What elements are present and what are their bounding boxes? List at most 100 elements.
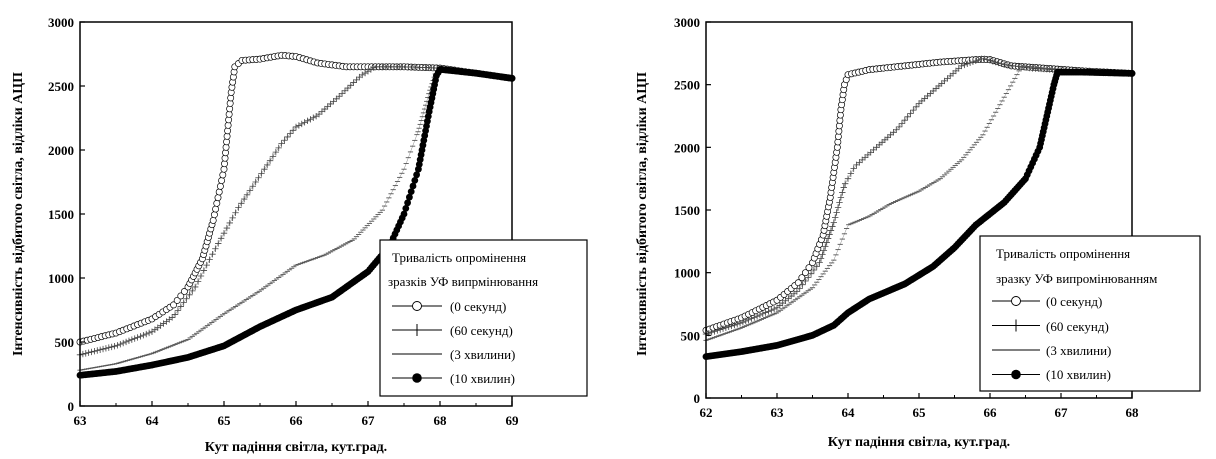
data-point xyxy=(413,171,420,179)
data-point xyxy=(893,126,900,133)
data-point xyxy=(174,307,182,314)
data-point xyxy=(238,200,245,207)
data-point xyxy=(338,90,346,97)
data-point xyxy=(822,243,829,250)
data-point xyxy=(734,320,741,328)
x-tick-label: 69 xyxy=(506,413,520,428)
data-point xyxy=(759,310,766,317)
x-tick-label: 68 xyxy=(1126,405,1140,420)
data-point xyxy=(898,120,906,127)
data-point xyxy=(756,311,764,319)
data-point xyxy=(829,223,836,230)
data-point xyxy=(108,343,115,351)
data-point xyxy=(220,230,228,237)
data-point xyxy=(284,133,291,141)
data-point xyxy=(223,224,231,232)
data-point xyxy=(102,345,110,352)
y-tick-label: 0 xyxy=(694,391,701,406)
data-point xyxy=(194,278,202,285)
data-point xyxy=(200,267,208,274)
data-point xyxy=(407,188,415,196)
data-point xyxy=(850,165,857,172)
data-point xyxy=(145,329,153,337)
data-point xyxy=(834,204,842,211)
data-point xyxy=(307,116,314,123)
x-tick-label: 66 xyxy=(290,413,304,428)
y-tick-label: 3000 xyxy=(674,15,700,30)
data-point xyxy=(125,337,133,344)
data-point xyxy=(805,274,812,281)
data-point xyxy=(350,79,357,86)
y-tick-label: 1000 xyxy=(674,266,700,281)
data-point xyxy=(910,106,917,114)
data-point xyxy=(810,266,818,274)
data-point xyxy=(216,182,224,190)
data-point xyxy=(117,340,124,348)
x-tick-label: 64 xyxy=(842,405,856,420)
data-point xyxy=(832,214,839,221)
data-point xyxy=(212,205,220,213)
data-point xyxy=(168,314,176,321)
data-point xyxy=(402,205,410,212)
data-point xyxy=(966,59,974,67)
data-point xyxy=(830,219,837,226)
data-point xyxy=(213,199,221,207)
data-point xyxy=(708,329,715,336)
data-point xyxy=(301,119,308,126)
legend-marker xyxy=(412,373,422,383)
data-point xyxy=(725,323,732,331)
series-filled-circle xyxy=(702,68,1136,361)
data-point xyxy=(739,318,747,326)
data-point xyxy=(261,166,268,173)
data-point xyxy=(131,335,138,342)
data-point xyxy=(114,342,121,349)
y-tick-label: 0 xyxy=(68,399,75,414)
right-legend-entry-0s: (0 секунд) xyxy=(1046,294,1102,309)
data-point xyxy=(336,93,343,100)
data-point xyxy=(137,333,144,340)
data-point xyxy=(748,315,755,322)
data-point xyxy=(218,177,226,185)
data-point xyxy=(122,338,130,346)
data-point xyxy=(219,171,227,179)
y-tick-label: 500 xyxy=(55,335,75,350)
data-point xyxy=(214,194,222,202)
data-point xyxy=(765,308,772,315)
data-point xyxy=(798,274,806,282)
data-point xyxy=(411,177,419,184)
left-x-axis-title: Кут падіння світла, кут.град. xyxy=(205,440,387,455)
data-point xyxy=(177,303,184,310)
data-point xyxy=(292,123,300,131)
right-legend-box xyxy=(979,235,1201,392)
data-point xyxy=(143,330,150,338)
data-point xyxy=(801,269,809,277)
data-point xyxy=(266,157,274,164)
legend-key-open-circle xyxy=(392,301,442,311)
data-point xyxy=(901,116,908,124)
y-tick-label: 2500 xyxy=(674,78,700,93)
data-point xyxy=(986,57,994,64)
data-point xyxy=(173,296,181,304)
data-point xyxy=(799,281,806,288)
left-plot-marks xyxy=(76,51,516,379)
right-legend: Тривалість опромінення зразку УФ випромі… xyxy=(979,235,1201,392)
data-point xyxy=(324,103,331,110)
data-point xyxy=(751,314,758,321)
data-point xyxy=(88,348,95,356)
data-point xyxy=(215,240,222,247)
x-tick-label: 62 xyxy=(700,405,713,420)
data-point xyxy=(847,170,855,177)
right-legend-title-line1: Тривалість опромінення xyxy=(996,246,1130,261)
data-point xyxy=(344,84,352,92)
data-point xyxy=(278,140,285,147)
data-point xyxy=(134,334,141,341)
data-point xyxy=(404,199,411,207)
data-point xyxy=(170,301,178,309)
data-point xyxy=(186,291,193,299)
legend-key-plus xyxy=(392,324,442,336)
data-point xyxy=(796,285,803,292)
data-point xyxy=(400,210,408,218)
data-point xyxy=(82,350,89,357)
data-point xyxy=(209,250,216,258)
right-plot-marks xyxy=(702,55,1136,361)
